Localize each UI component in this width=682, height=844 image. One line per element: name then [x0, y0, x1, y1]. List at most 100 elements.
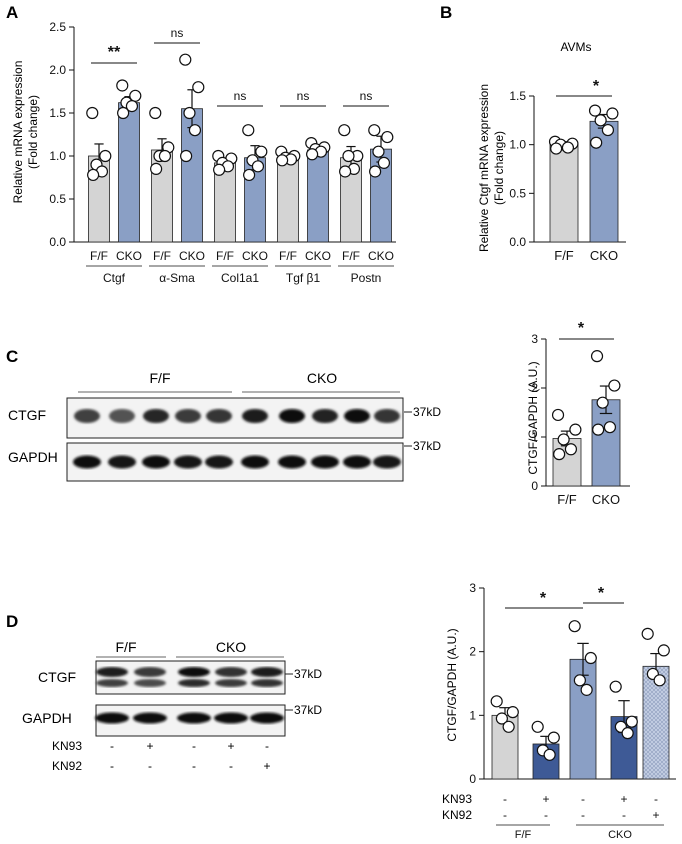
- chart-a-condition-label: CKO: [179, 249, 205, 263]
- chart-c-cko-data-point: [608, 379, 621, 392]
- blot-d-gapdh-band: [95, 712, 129, 724]
- chart-a: Relative mRNA expression (Fold change) 0…: [11, 20, 396, 285]
- blot-d-group-cko: CKO: [216, 639, 246, 655]
- chart-b-y-tick-label: 1.5: [509, 89, 526, 103]
- blot-c-gapdh-band: [343, 455, 371, 469]
- blot-c-gapdh-band: [278, 455, 306, 469]
- blot-c-group-ff: F/F: [150, 370, 171, 386]
- blot-d-group-ff: F/F: [116, 639, 137, 655]
- chart-c-ff-data-point: [551, 408, 565, 422]
- panel-label-c: C: [6, 347, 18, 366]
- chart-a-ff-data-point: [87, 168, 100, 182]
- chart-a-condition-label: CKO: [116, 249, 142, 263]
- chart-d-kn92-sign: -: [544, 808, 548, 822]
- chart-d-kn92-sign: -: [581, 808, 585, 822]
- blot-c-gapdh-band: [205, 455, 233, 469]
- blot-c-gapdh-band: [108, 455, 136, 469]
- blot-d-ctgf-lower-band: [251, 679, 283, 687]
- chart-d-bar-3-data-point: [621, 727, 634, 740]
- chart-c-y-tick-label: 2: [531, 381, 538, 395]
- chart-a-ff-data-point: [338, 124, 351, 137]
- chart-a-group-label: Col1a1: [221, 271, 259, 285]
- chart-b-title: AVMs: [560, 40, 591, 54]
- blot-c-ctgf-band: [279, 409, 305, 423]
- blot-d-gapdh-band: [133, 712, 167, 724]
- chart-a-condition-label: F/F: [279, 249, 297, 263]
- blot-d-kn93-sign: +: [146, 739, 153, 753]
- chart-d-kn92-sign: +: [652, 808, 659, 822]
- chart-c-y-tick-label: 3: [531, 332, 538, 346]
- chart-a-cko-data-point: [117, 106, 130, 120]
- blot-c-ctgf-band: [344, 409, 370, 423]
- chart-a-group-label: Postn: [351, 271, 382, 285]
- chart-a-cko-data-point: [377, 156, 391, 169]
- chart-d-kn93-sign: -: [581, 792, 585, 806]
- chart-d-sig-label-2: *: [598, 585, 605, 602]
- blot-c-ctgf-band: [312, 409, 338, 423]
- chart-a-cko-data-point: [251, 160, 265, 173]
- blot-d-size-gapdh: 37kD: [294, 703, 322, 717]
- chart-d-bar-4-data-point: [641, 627, 654, 640]
- chart-c-ff-data-point: [557, 433, 570, 446]
- chart-c-y-tick-label: 1: [531, 430, 538, 444]
- chart-c-cko-data-point: [603, 421, 617, 434]
- blot-c-gapdh-band: [174, 455, 202, 469]
- chart-c-sig-label: *: [578, 320, 585, 337]
- blot-d-ctgf-lower-band: [96, 679, 128, 687]
- chart-d-bar-0-data-point: [495, 712, 508, 725]
- chart-a-sig-label: ns: [234, 89, 247, 103]
- chart-a-ff-data-point: [158, 149, 172, 163]
- chart-d-bar-2-data-point: [584, 651, 597, 665]
- blot-d-kn93-sign: -: [110, 739, 114, 753]
- chart-a-cko-data-point: [372, 145, 385, 158]
- chart-b-y-tick-label: 1.0: [509, 138, 526, 152]
- chart-b-ylabel-2: (Fold change): [492, 131, 506, 205]
- chart-a-cko-data-point: [179, 53, 192, 66]
- chart-d-bar-1-data-point: [531, 720, 544, 733]
- western-blot-d: F/F CKO CTGF GAPDH 37kD 37kD KN93 KN92 -…: [22, 639, 322, 773]
- blot-d-size-ctgf: 37kD: [294, 667, 322, 681]
- blot-d-kn92-sign: -: [148, 759, 152, 773]
- chart-a-cko-data-point: [188, 124, 202, 137]
- chart-c-category-label: F/F: [557, 492, 577, 507]
- chart-c-ff-data-point: [564, 443, 578, 456]
- blot-d-ctgf-upper-band: [178, 667, 210, 677]
- chart-d-bar-4-data-point: [657, 644, 670, 657]
- chart-d-kn92-label: KN92: [442, 808, 472, 822]
- chart-b-ff-bar: [549, 144, 579, 243]
- blot-c-ctgf-band: [109, 409, 135, 423]
- blot-d-kn92-label: KN92: [52, 759, 82, 773]
- blot-d-kn92-sign: -: [229, 759, 233, 773]
- chart-a-cko-data-point: [116, 79, 129, 92]
- blot-d-kn93-sign: +: [227, 739, 234, 753]
- chart-a-ylabel-1: Relative mRNA expression: [11, 61, 25, 204]
- blot-d-gapdh-band: [214, 712, 248, 724]
- chart-d-bar-2-data-point: [568, 620, 581, 633]
- chart-a-cko-data-point: [381, 130, 394, 144]
- chart-d-kn93-sign: +: [542, 792, 549, 806]
- blot-c-ctgf-band: [374, 409, 400, 423]
- chart-c-cko-bar: [591, 399, 621, 487]
- chart-a-condition-label: CKO: [305, 249, 331, 263]
- chart-b-ff-data-point: [550, 142, 563, 155]
- chart-a-ylabel-2: (Fold change): [26, 95, 40, 169]
- chart-d-bar-3-data-point: [625, 715, 638, 728]
- chart-a-cko-data-point: [192, 81, 205, 94]
- blot-d-kn92-sign: -: [192, 759, 196, 773]
- chart-b-cko-data-point: [606, 107, 619, 120]
- chart-b-cko-data-point: [590, 136, 603, 149]
- panel-label-a: A: [6, 3, 18, 22]
- blot-c-row-gapdh: GAPDH: [8, 449, 58, 465]
- blot-c-ctgf-band: [206, 409, 232, 423]
- chart-a-ff-data-point: [150, 162, 163, 175]
- chart-c-ylabel: CTGF/GAPDH (A.U.): [526, 361, 540, 474]
- blot-d-kn93-sign: -: [192, 739, 196, 753]
- chart-d-y-tick-label: 3: [469, 581, 476, 595]
- chart-a-y-tick-label: 1.5: [49, 106, 66, 120]
- chart-c-cko-data-point: [590, 350, 604, 363]
- blot-d-row-gapdh: GAPDH: [22, 710, 72, 726]
- chart-c-category-label: CKO: [592, 492, 620, 507]
- chart-d-bar-0-data-point: [502, 720, 515, 733]
- chart-c-cko-data-point: [592, 423, 605, 436]
